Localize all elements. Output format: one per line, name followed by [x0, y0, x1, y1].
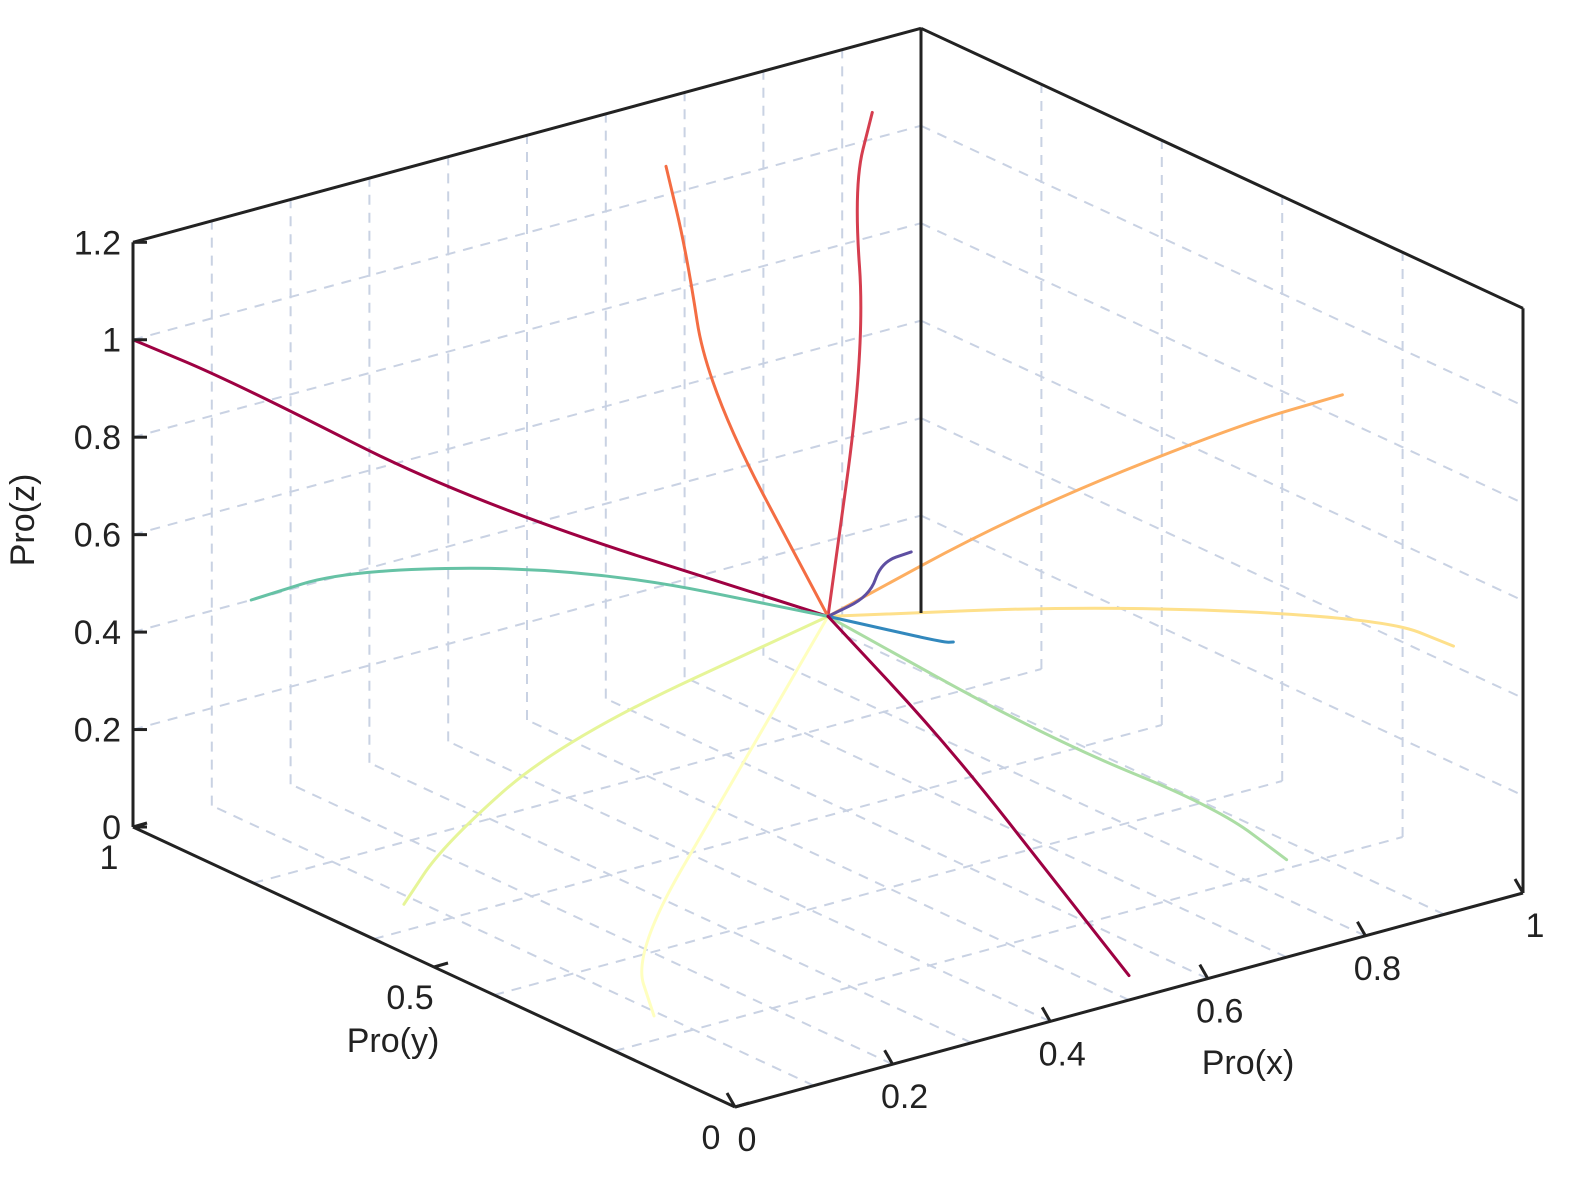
- trajectory-curve: [402, 614, 830, 906]
- trajectory-curve: [826, 614, 955, 644]
- grid-line: [368, 761, 972, 1044]
- trajectory-curve: [640, 614, 830, 1018]
- grid-line: [920, 222, 1524, 505]
- grid-line: [920, 124, 1524, 407]
- x-tick: [1356, 921, 1367, 937]
- z-tick-label: 1.2: [74, 224, 121, 262]
- y-tick-label: 1: [100, 839, 119, 877]
- trajectory-curve: [826, 606, 1455, 648]
- y-tick: [734, 1101, 750, 1109]
- grid-line: [920, 514, 1524, 797]
- axes-frame: [131, 26, 1525, 1109]
- trajectory-curve: [826, 550, 913, 618]
- grid-line: [526, 719, 1130, 1001]
- x-tick: [1198, 963, 1210, 980]
- z-tick-label: 0.6: [74, 517, 121, 555]
- grid-line: [920, 417, 1524, 700]
- frame-edge: [132, 26, 922, 244]
- x-tick: [1040, 1006, 1052, 1023]
- grid-line: [605, 697, 1209, 980]
- x-axis-line: [734, 891, 1524, 1109]
- grid-line: [447, 740, 1051, 1023]
- y-tick: [433, 961, 449, 969]
- x-tick-label: 0.4: [1039, 1035, 1086, 1073]
- grid-line: [493, 780, 1283, 996]
- grid-layer: [132, 49, 1524, 1087]
- x-tick: [1513, 878, 1525, 894]
- grid-line: [762, 654, 1366, 937]
- grid-line: [920, 319, 1524, 602]
- trajectory-curves: [131, 110, 1455, 1018]
- z-tick-label: 0.8: [74, 419, 121, 457]
- trajectory-curve: [826, 110, 874, 618]
- x-tick: [725, 1092, 737, 1108]
- x-axis-title: Pro(x): [1202, 1044, 1295, 1082]
- trajectory-curve: [249, 566, 830, 618]
- z-tick-label: 1: [102, 322, 121, 360]
- trajectory-curve: [826, 614, 1131, 978]
- x-tick-label: 0: [738, 1121, 757, 1159]
- trajectory-curve: [131, 338, 830, 618]
- trajectory-curve: [826, 393, 1344, 618]
- y-tick-label: 0: [702, 1119, 721, 1157]
- grid-line: [684, 676, 1288, 959]
- frame-edge: [920, 26, 1524, 310]
- x-tick-label: 0.8: [1354, 950, 1401, 988]
- axis-titles: Pro(x) Pro(y) Pro(z): [4, 474, 1294, 1082]
- trajectory-curve: [826, 614, 1289, 862]
- grid-line: [841, 633, 1445, 916]
- x-tick-label: 0.6: [1196, 993, 1243, 1031]
- y-axis-title: Pro(y): [347, 1022, 440, 1060]
- grid-line: [290, 783, 894, 1066]
- tick-marks: [132, 240, 1525, 1109]
- y-tick-label: 0.5: [386, 979, 433, 1017]
- z-tick-label: 0.2: [74, 712, 121, 750]
- x-tick-label: 1: [1526, 907, 1545, 945]
- grid-line: [211, 804, 815, 1087]
- x-tick: [883, 1049, 894, 1065]
- trajectory-curve: [664, 164, 830, 618]
- z-axis-title: Pro(z): [4, 474, 42, 567]
- z-tick-label: 0: [102, 809, 121, 847]
- z-tick-label: 0.4: [74, 614, 121, 652]
- x-tick-label: 0.2: [881, 1078, 928, 1116]
